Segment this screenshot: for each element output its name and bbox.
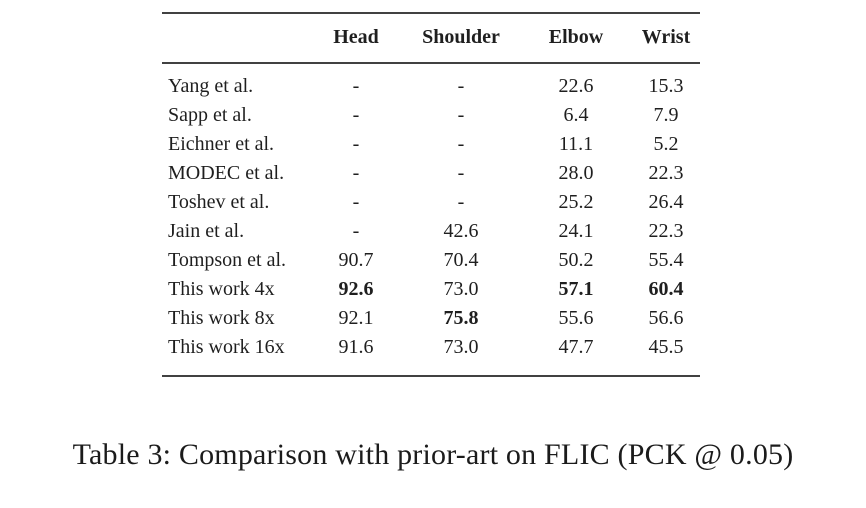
cell-shoulder: - (457, 75, 465, 97)
table-row: Sapp et al. - - 6.4 7.9 (162, 101, 700, 130)
row-label: This work 4x (168, 278, 275, 300)
cell-wrist: 55.4 (648, 249, 684, 271)
cell-wrist: 15.3 (648, 75, 684, 97)
row-label: Yang et al. (168, 75, 254, 97)
cell-elbow: 47.7 (558, 336, 594, 358)
cell-shoulder: - (457, 104, 465, 126)
cell-elbow: 25.2 (558, 191, 594, 213)
cell-head: - (352, 133, 360, 155)
cell-wrist: 7.9 (653, 104, 679, 126)
cell-shoulder: 70.4 (443, 249, 479, 271)
cell-head: 90.7 (338, 249, 374, 271)
column-header-shoulder: Shoulder (422, 26, 500, 48)
column-header-elbow: Elbow (548, 26, 604, 48)
cell-wrist: 22.3 (648, 162, 684, 184)
corner-cell (162, 13, 310, 63)
cell-shoulder: - (457, 133, 465, 155)
table-header: Head Shoulder Elbow Wrist (162, 13, 700, 63)
cell-head: 91.6 (338, 336, 374, 358)
cell-wrist: 56.6 (648, 307, 684, 329)
cell-shoulder: - (457, 191, 465, 213)
cell-head: - (352, 104, 360, 126)
cell-wrist: 60.4 (648, 278, 684, 300)
cell-wrist: 5.2 (653, 133, 679, 155)
cell-head: 92.6 (338, 278, 374, 300)
cell-shoulder: 73.0 (443, 336, 479, 358)
cell-head: - (352, 220, 360, 242)
cell-head: - (352, 191, 360, 213)
cell-head: - (352, 75, 360, 97)
row-label: Eichner et al. (168, 133, 275, 155)
cell-wrist: 45.5 (648, 336, 684, 358)
cell-head: - (352, 162, 360, 184)
cell-elbow: 11.1 (558, 133, 594, 155)
cell-elbow: 55.6 (558, 307, 594, 329)
results-table: Head Shoulder Elbow Wrist Yang et al. - … (162, 12, 700, 377)
table-row: This work 8x 92.1 75.8 55.6 56.6 (162, 304, 700, 333)
table-row: Toshev et al. - - 25.2 26.4 (162, 188, 700, 217)
table-caption: Table 3: Comparison with prior-art on FL… (72, 438, 794, 471)
results-table-block: Head Shoulder Elbow Wrist Yang et al. - … (162, 12, 700, 377)
table-row: This work 4x 92.6 73.0 57.1 60.4 (162, 275, 700, 304)
column-header-wrist: Wrist (641, 26, 691, 48)
table-row: Yang et al. - - 22.6 15.3 (162, 63, 700, 101)
cell-shoulder: 75.8 (443, 307, 479, 329)
row-label: This work 8x (168, 307, 275, 329)
row-label: Sapp et al. (168, 104, 252, 126)
cell-elbow: 50.2 (558, 249, 594, 271)
cell-wrist: 22.3 (648, 220, 684, 242)
table-body: Yang et al. - - 22.6 15.3 Sapp et al. - … (162, 63, 700, 376)
header-row: Head Shoulder Elbow Wrist (162, 13, 700, 63)
cell-shoulder: 42.6 (443, 220, 479, 242)
cell-head: 92.1 (338, 307, 374, 329)
cell-wrist: 26.4 (648, 191, 684, 213)
table-row: This work 16x 91.6 73.0 47.7 45.5 (162, 333, 700, 376)
table-row: Tompson et al. 90.7 70.4 50.2 55.4 (162, 246, 700, 275)
table-row: Eichner et al. - - 11.1 5.2 (162, 130, 700, 159)
cell-elbow: 22.6 (558, 75, 594, 97)
cell-shoulder: 73.0 (443, 278, 479, 300)
row-label: Toshev et al. (168, 191, 270, 213)
row-label: Tompson et al. (168, 249, 287, 271)
table-row: Jain et al. - 42.6 24.1 22.3 (162, 217, 700, 246)
cell-elbow: 28.0 (558, 162, 594, 184)
cell-shoulder: - (457, 162, 465, 184)
row-label: This work 16x (168, 336, 285, 358)
cell-elbow: 24.1 (558, 220, 594, 242)
cell-elbow: 57.1 (558, 278, 594, 300)
row-label: Jain et al. (168, 220, 245, 242)
table-row: MODEC et al. - - 28.0 22.3 (162, 159, 700, 188)
row-label: MODEC et al. (168, 162, 285, 184)
column-header-head: Head (333, 26, 379, 48)
cell-elbow: 6.4 (563, 104, 589, 126)
